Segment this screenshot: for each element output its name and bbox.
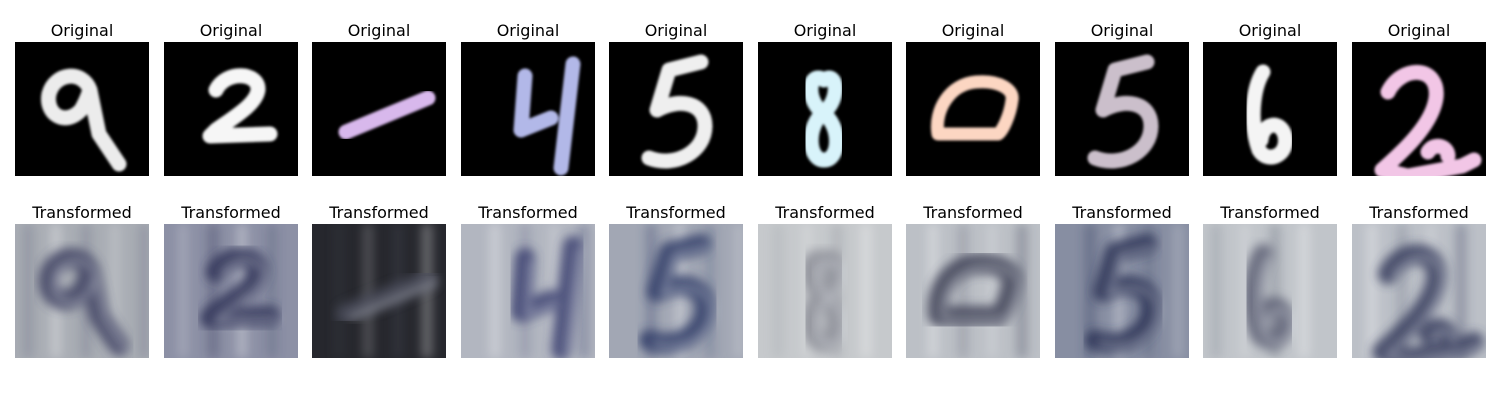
- transformed-digit-image: [758, 224, 892, 358]
- digit-highlight: [1256, 254, 1295, 345]
- digit-stroke: [338, 90, 436, 140]
- transformed-panel-title: Transformed: [923, 203, 1023, 222]
- transformed-digit-image: [15, 224, 149, 358]
- digit-stroke: [202, 68, 278, 144]
- image-background: [312, 42, 446, 176]
- original-digit-image: [1203, 42, 1337, 176]
- original-panel-title: Original: [941, 21, 1005, 40]
- digit-highlight: [51, 258, 128, 352]
- digit-stroke: [41, 68, 127, 172]
- original-digit-image: [15, 42, 149, 176]
- transformed-digit-image: [461, 224, 595, 358]
- transformed-digit-image: [312, 224, 446, 358]
- digit-highlight: [813, 260, 846, 348]
- original-panel-title: Original: [644, 21, 708, 40]
- original-panel-title: Original: [50, 21, 114, 40]
- original-panel-title: Original: [199, 21, 263, 40]
- original-digit-image: [1352, 42, 1486, 176]
- digit-highlight: [1385, 254, 1483, 358]
- transformed-digit-image: [1352, 224, 1486, 358]
- transformed-panel-title: Transformed: [478, 203, 578, 222]
- digit-stroke: [803, 70, 844, 168]
- digit-stroke: [1245, 64, 1293, 165]
- original-panel-title: Original: [793, 21, 857, 40]
- transformed-digit-image: [1203, 224, 1337, 358]
- digit-stroke: [1374, 64, 1482, 176]
- original-digit-image: [164, 42, 298, 176]
- transformed-panel-title: Transformed: [32, 203, 132, 222]
- digit-highlight: [349, 280, 437, 320]
- digit-highlight: [652, 244, 714, 349]
- digit-stroke: [336, 270, 438, 324]
- original-digit-image: [906, 42, 1040, 176]
- digit-highlight: [1098, 244, 1160, 349]
- transformed-panel-title: Transformed: [1072, 203, 1172, 222]
- digit-stroke: [511, 236, 583, 358]
- digit-stroke: [930, 75, 1019, 141]
- transformed-digit-image: [906, 224, 1040, 358]
- digit-highlight: [524, 246, 582, 356]
- transformed-panel-title: Transformed: [626, 203, 726, 222]
- original-digit-image: [758, 42, 892, 176]
- digit-highlight: [940, 263, 1022, 322]
- transformed-digit-image: [609, 224, 743, 358]
- digit-stroke: [513, 56, 581, 176]
- original-panel-title: Original: [1090, 21, 1154, 40]
- original-panel-title: Original: [347, 21, 411, 40]
- transformed-panel-title: Transformed: [775, 203, 875, 222]
- original-digit-image: [461, 42, 595, 176]
- transformed-digit-image: [164, 224, 298, 358]
- digit-stroke: [1087, 54, 1159, 169]
- transformed-digit-image: [1055, 224, 1189, 358]
- original-digit-image: [609, 42, 743, 176]
- transformed-panel-title: Transformed: [329, 203, 429, 222]
- original-panel-title: Original: [496, 21, 560, 40]
- digit-stroke: [200, 247, 280, 328]
- transformed-panel-title: Transformed: [1369, 203, 1469, 222]
- image-background: [906, 42, 1040, 176]
- transformed-panel-title: Transformed: [181, 203, 281, 222]
- original-digit-image: [312, 42, 446, 176]
- digit-stroke: [641, 54, 713, 169]
- transformed-panel-title: Transformed: [1220, 203, 1320, 222]
- image-background: [1352, 42, 1486, 176]
- digit-stroke: [1372, 244, 1484, 358]
- image-background: [164, 42, 298, 176]
- digit-highlight: [213, 257, 279, 324]
- original-panel-title: Original: [1387, 21, 1451, 40]
- original-digit-image: [1055, 42, 1189, 176]
- original-panel-title: Original: [1238, 21, 1302, 40]
